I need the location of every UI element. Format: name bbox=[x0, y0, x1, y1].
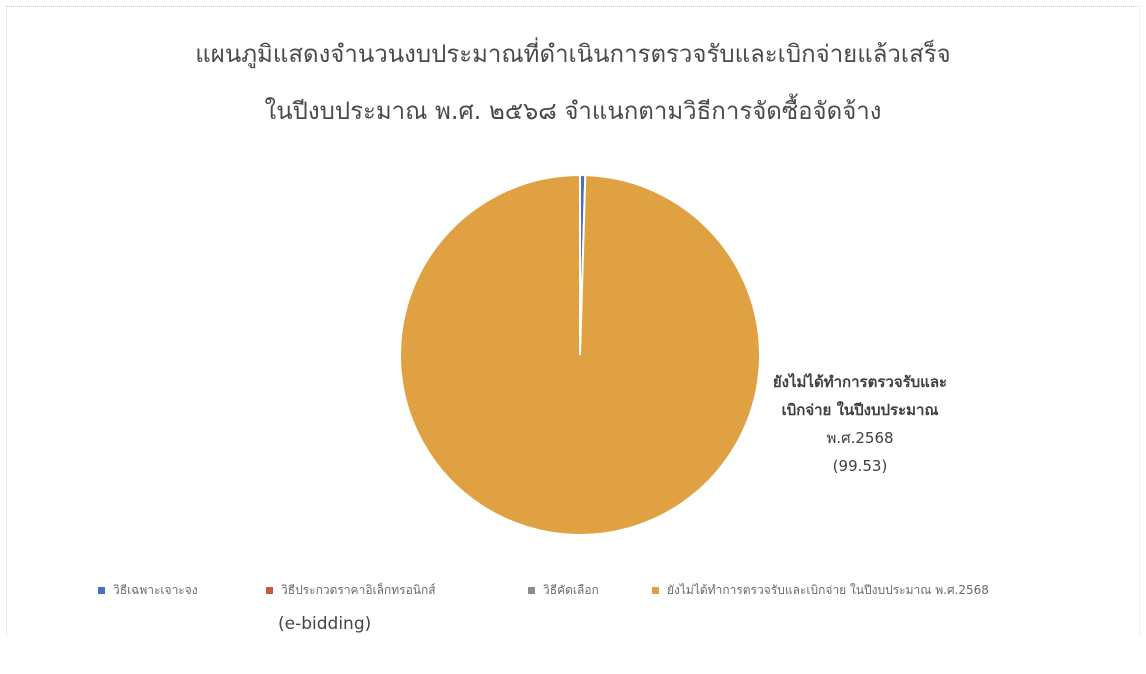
chart-frame bbox=[6, 6, 1140, 635]
data-label-line-3: พ.ศ.2568 bbox=[826, 429, 894, 447]
legend-label: วิธีคัดเลือก bbox=[543, 582, 599, 597]
chart-subtitle: ในปีงบประมาณ พ.ศ. ๒๕๖๘ จำแนกตามวิธีการจั… bbox=[264, 97, 882, 125]
data-label-line-1: ยังไม่ได้ทำการตรวจรับและ bbox=[772, 373, 948, 391]
slice-data-label: ยังไม่ได้ทำการตรวจรับและ เบิกจ่าย ในปีงบ… bbox=[760, 368, 960, 480]
legend-swatch bbox=[266, 586, 273, 594]
legend-label-ebidding-wrap: (e-bidding) bbox=[278, 614, 372, 634]
legend-item-ebidding: วิธีประกวดราคาอิเล็กทรอนิกส์ bbox=[266, 580, 436, 600]
legend-label: วิธีประกวดราคาอิเล็กทรอนิกส์ bbox=[281, 582, 436, 597]
legend-label: ยังไม่ได้ทำการตรวจรับและเบิกจ่าย ในปีงบป… bbox=[667, 582, 989, 597]
pie-chart bbox=[399, 173, 761, 536]
legend-swatch bbox=[528, 586, 535, 594]
legend-swatch bbox=[98, 586, 105, 594]
chart-title: แผนภูมิแสดงจำนวนงบประมาณที่ดำเนินการตรวจ… bbox=[195, 40, 951, 68]
legend-item-selection: วิธีคัดเลือก bbox=[528, 580, 599, 600]
legend-item-specific: วิธีเฉพาะเจาะจง bbox=[98, 580, 198, 600]
data-label-value: (99.53) bbox=[832, 457, 888, 475]
data-label-line-2: เบิกจ่าย ในปีงบประมาณ bbox=[781, 401, 939, 419]
pie-slice-3 bbox=[399, 173, 761, 536]
legend-label: วิธีเฉพาะเจาะจง bbox=[113, 582, 198, 597]
legend-item-not-yet: ยังไม่ได้ทำการตรวจรับและเบิกจ่าย ในปีงบป… bbox=[652, 580, 989, 600]
legend-swatch bbox=[652, 586, 659, 594]
